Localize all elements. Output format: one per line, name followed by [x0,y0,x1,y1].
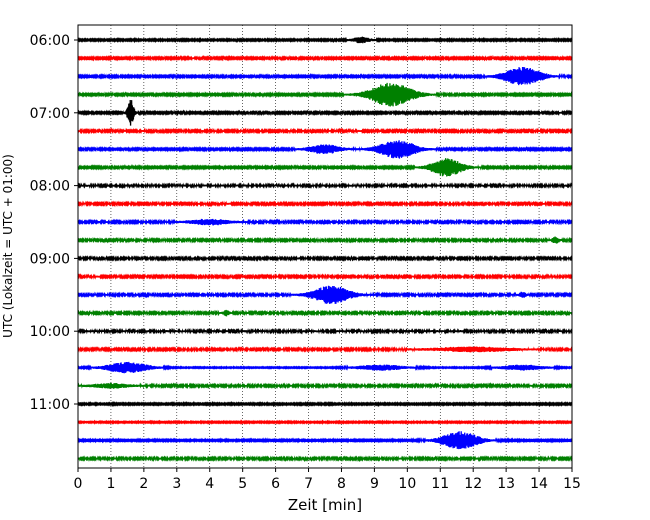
x-tick-label: 11 [431,476,449,492]
x-axis: 0 1 2 3 4 5 6 7 8 9 10 11 12 13 14 15 [74,468,581,492]
x-tick-label: 15 [563,476,581,492]
trace-0915 [77,273,573,281]
y-tick-label: 09:00 [30,251,70,267]
trace-1000 [77,327,573,335]
trace-0830 [77,218,573,226]
x-tick-label: 2 [139,476,148,492]
x-tick-label: 0 [74,476,83,492]
y-tick-label: 06:00 [30,33,70,49]
x-tick-label: 8 [337,476,346,492]
x-tick-label: 7 [304,476,313,492]
x-tick-label: 3 [172,476,181,492]
trace-1015 [77,345,573,353]
x-tick-label: 14 [530,476,548,492]
x-tick-label: 9 [370,476,379,492]
trace-0945 [77,309,573,317]
trace-0815 [77,200,573,208]
trace-0600 [77,36,573,44]
trace-0630 [77,66,573,86]
y-axis-label: UTC (Lokalzeit = UTC + 01:00) [1,154,15,338]
x-tick-label: 10 [398,476,416,492]
minute-grid [110,25,540,468]
x-tick-label: 4 [205,476,214,492]
trace-0745 [77,158,573,177]
y-tick-label: 10:00 [30,324,70,340]
trace-0700 [77,100,573,126]
plot-frame [77,24,573,469]
x-tick-label: 1 [106,476,115,492]
x-tick-label: 12 [464,476,482,492]
x-tick-label: 6 [271,476,280,492]
trace-1045 [77,382,573,390]
trace-0645 [77,82,573,107]
trace-0900 [77,254,573,262]
y-axis: 06:00 07:00 08:00 09:00 10:00 11:00 [30,33,78,413]
y-tick-label: 11:00 [30,397,70,413]
trace-0730 [77,140,573,159]
trace-1130 [77,431,573,450]
x-tick-label: 13 [497,476,515,492]
trace-1100 [77,400,573,408]
y-tick-label: 08:00 [30,179,70,195]
trace-0800 [77,182,573,190]
x-axis-label: Zeit [min] [288,496,362,514]
trace-series [77,36,573,463]
trace-0615 [77,54,573,62]
trace-1145 [77,455,573,463]
x-tick-label: 5 [238,476,247,492]
trace-0930 [77,285,573,304]
trace-1115 [77,419,573,426]
y-tick-label: 07:00 [30,106,70,122]
trace-0845 [77,236,573,244]
trace-0715 [77,127,573,135]
trace-1030 [77,361,573,374]
